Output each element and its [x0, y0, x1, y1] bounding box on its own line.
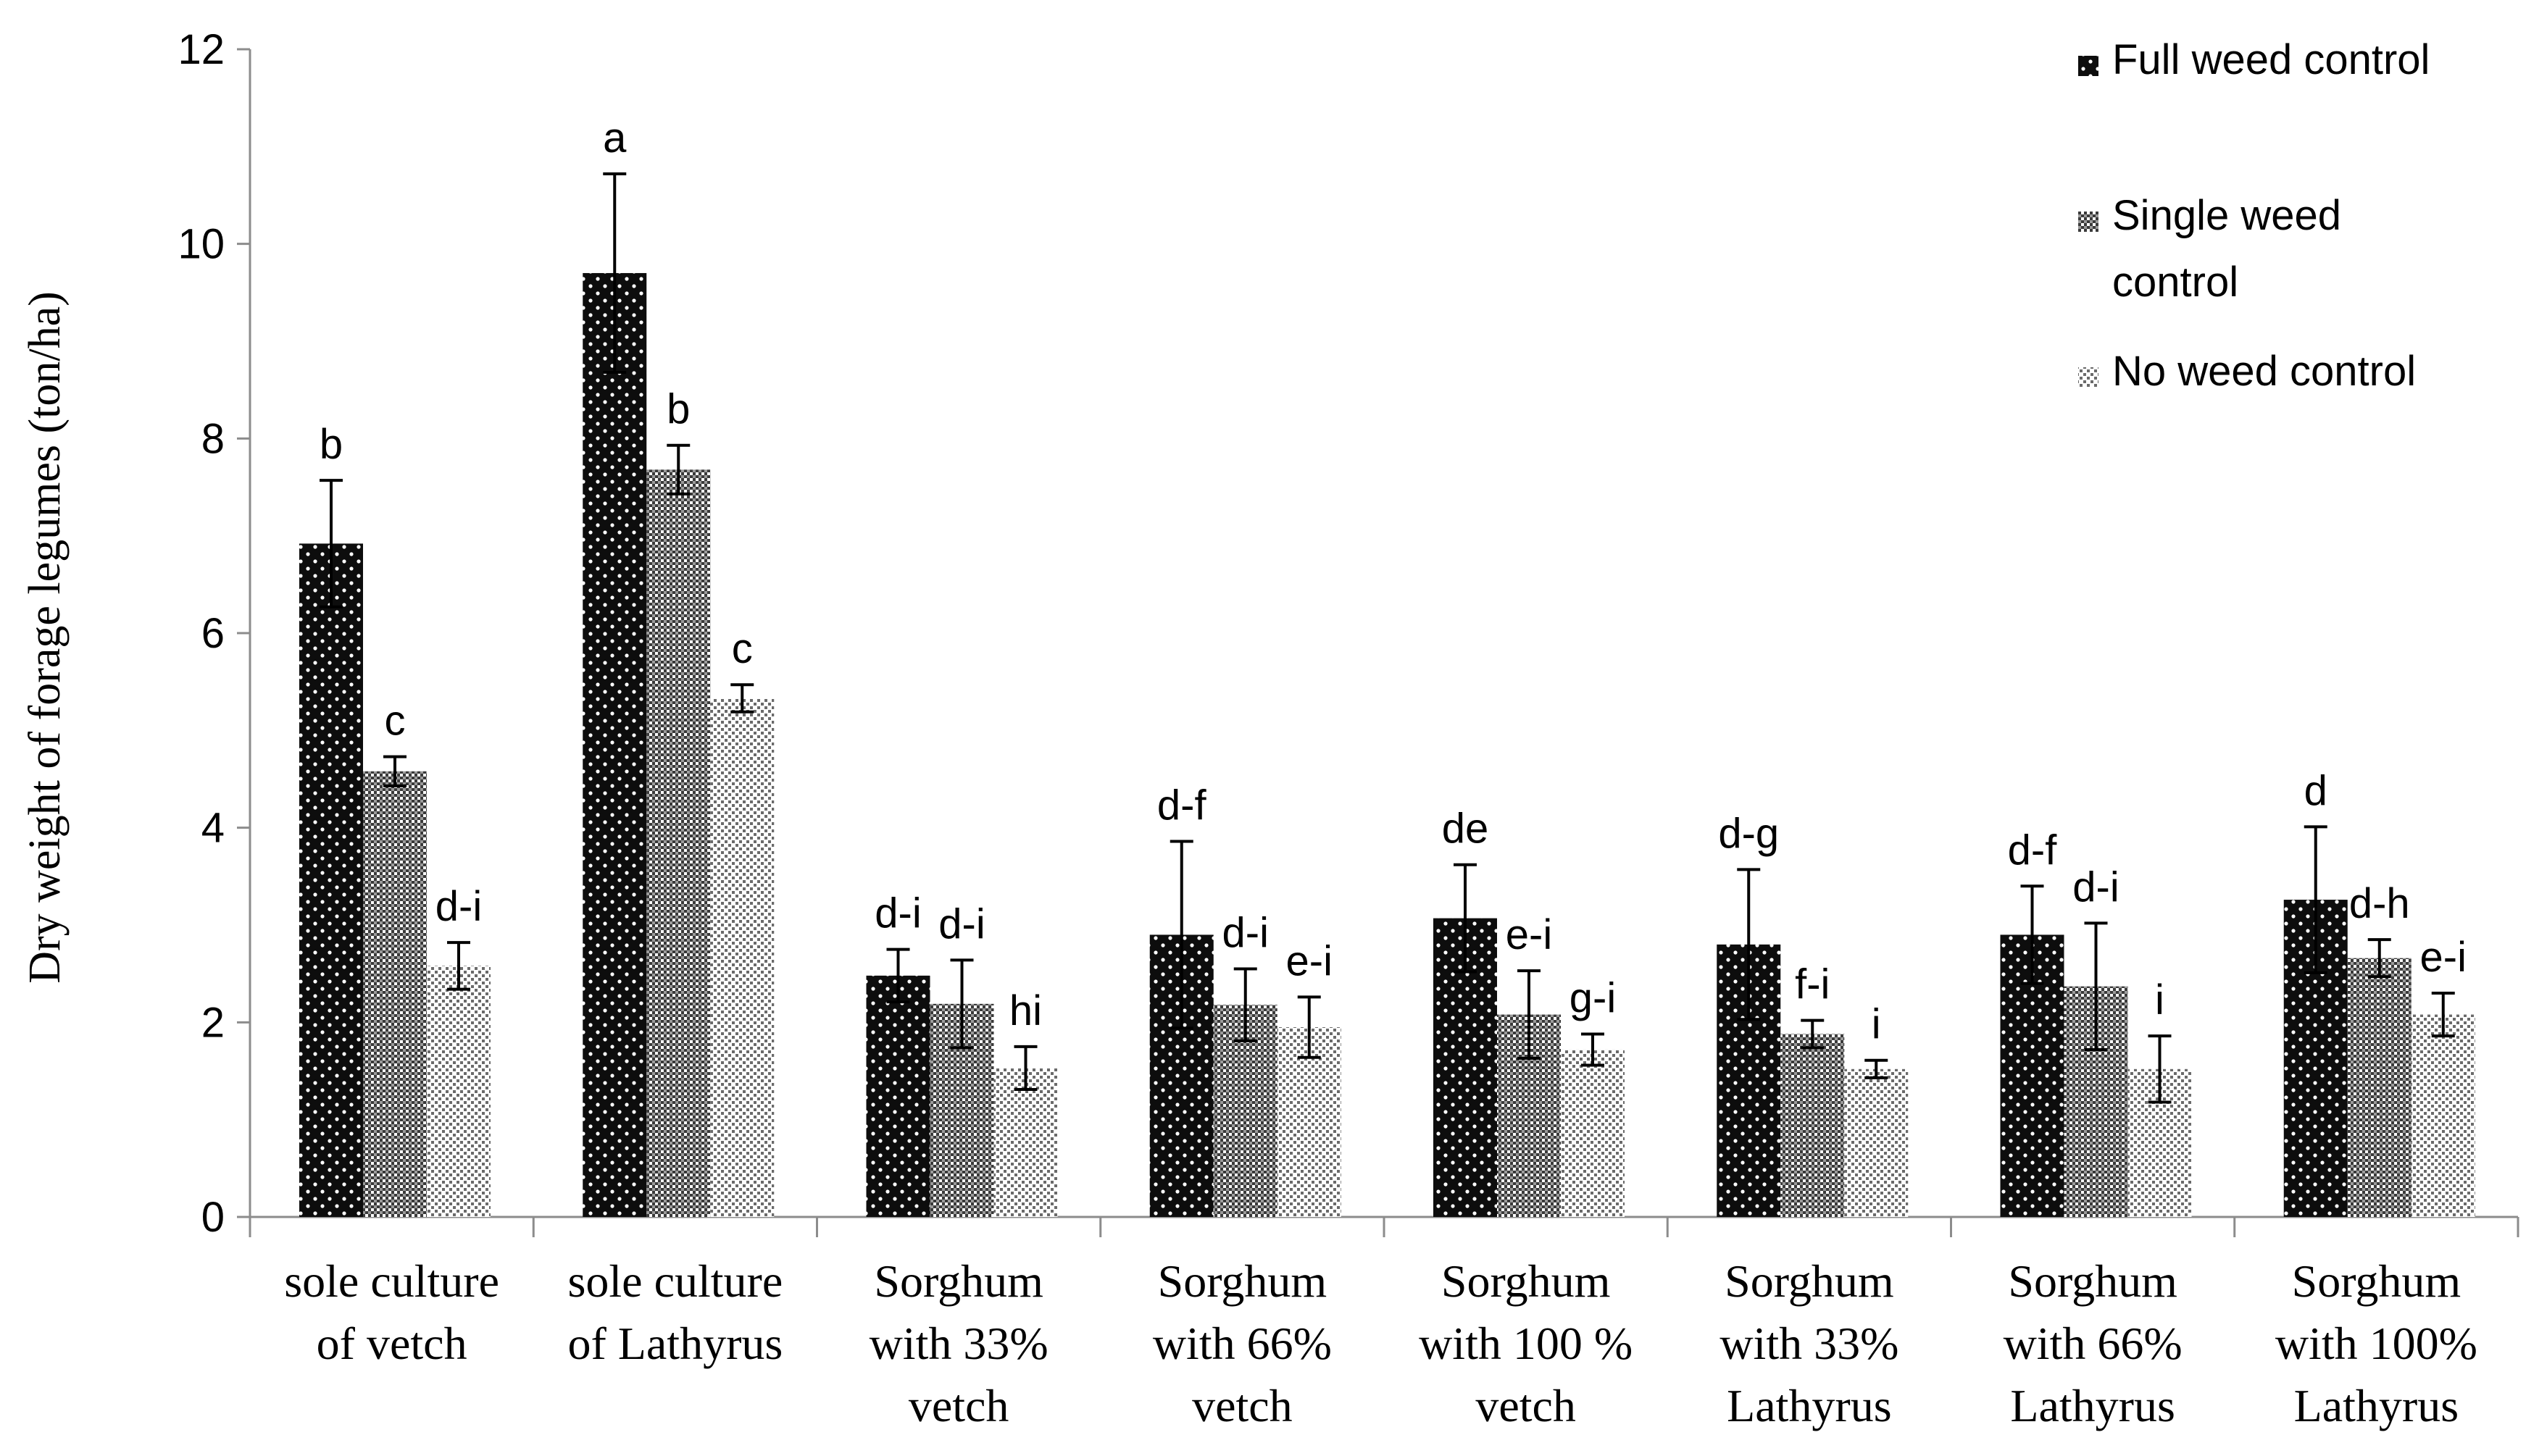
legend-label: Full weed control	[2112, 36, 2430, 83]
significance-label: a	[603, 114, 627, 162]
significance-label: b	[320, 421, 343, 468]
y-tick-label: 12	[178, 26, 225, 73]
significance-label: d-i	[875, 890, 921, 937]
significance-label: d-i	[938, 900, 985, 947]
bar	[1780, 1034, 1845, 1217]
legend-swatch	[2078, 212, 2098, 232]
legend-label: Single weed control	[2112, 192, 2341, 306]
significance-label: d-g	[1718, 810, 1779, 857]
significance-label: e-i	[2420, 934, 2467, 981]
bar	[363, 771, 427, 1217]
x-category-label: Sorghum with 66% vetch	[1153, 1255, 1332, 1431]
y-tick-label: 4	[201, 805, 225, 852]
x-category-label: sole culture of vetch	[284, 1255, 499, 1369]
significance-label: d-h	[2349, 880, 2410, 927]
x-category-label: Sorghum with 66% Lathyrus	[2004, 1255, 2183, 1431]
significance-label: i	[1872, 1001, 1881, 1048]
bar	[1277, 1027, 1341, 1217]
bar	[993, 1068, 1058, 1217]
significance-label: f-i	[1795, 961, 1830, 1008]
bars: b a d-i d-f de d-g d-f d c b d-i d-i e-i f-i d-i d-h d-i…	[299, 114, 2475, 1217]
significance-label: d-i	[435, 883, 482, 930]
legend-swatch	[2078, 56, 2098, 76]
significance-label: b	[667, 386, 690, 433]
y-axis-title: Dry weight of forage legumes (ton/ha)	[20, 291, 70, 984]
bar	[427, 966, 491, 1217]
x-axis: sole culture of vetch sole culture of Lathy…	[249, 1216, 2519, 1431]
x-category-label: Sorghum with 100 % vetch	[1419, 1255, 1633, 1431]
significance-label: d	[2304, 767, 2327, 814]
significance-label: d-f	[1157, 782, 1207, 829]
x-category-label: Sorghum with 33% Lathyrus	[1719, 1255, 1898, 1431]
legend-swatch	[2078, 367, 2098, 388]
significance-label: de	[1442, 806, 1489, 853]
significance-label: e-i	[1286, 937, 1333, 984]
x-category-label: sole culture of Lathyrus	[567, 1255, 783, 1369]
significance-label: d-i	[2072, 863, 2119, 911]
significance-label: hi	[1009, 987, 1042, 1034]
significance-label: c	[732, 625, 753, 672]
bar	[299, 543, 363, 1217]
y-tick-label: 6	[201, 610, 225, 657]
significance-label: i	[2155, 976, 2164, 1024]
significance-label: d-i	[1222, 909, 1269, 956]
significance-label: g-i	[1570, 974, 1616, 1021]
bar	[866, 975, 930, 1217]
legend: Full weed control Single weed control No we…	[2078, 36, 2430, 395]
x-category-label: Sorghum with 100% Lathyrus	[2275, 1255, 2477, 1431]
bar	[583, 272, 647, 1217]
significance-label: d-f	[2008, 827, 2058, 874]
bar	[1844, 1068, 1909, 1217]
bar	[2411, 1014, 2475, 1217]
y-tick-label: 8	[201, 415, 225, 462]
y-axis: 0 2 4 6 8 10 12	[178, 26, 251, 1241]
significance-label: c	[385, 698, 406, 745]
y-tick-label: 2	[201, 999, 225, 1046]
legend-label: No weed control	[2112, 348, 2416, 395]
bar	[1561, 1049, 1625, 1217]
significance-label: e-i	[1506, 911, 1552, 958]
y-tick-label: 0	[201, 1194, 225, 1241]
y-tick-label: 10	[178, 221, 225, 268]
x-category-label: Sorghum with 33% vetch	[870, 1255, 1049, 1431]
bar	[710, 698, 775, 1217]
bar	[2347, 958, 2411, 1217]
bar	[646, 469, 711, 1217]
